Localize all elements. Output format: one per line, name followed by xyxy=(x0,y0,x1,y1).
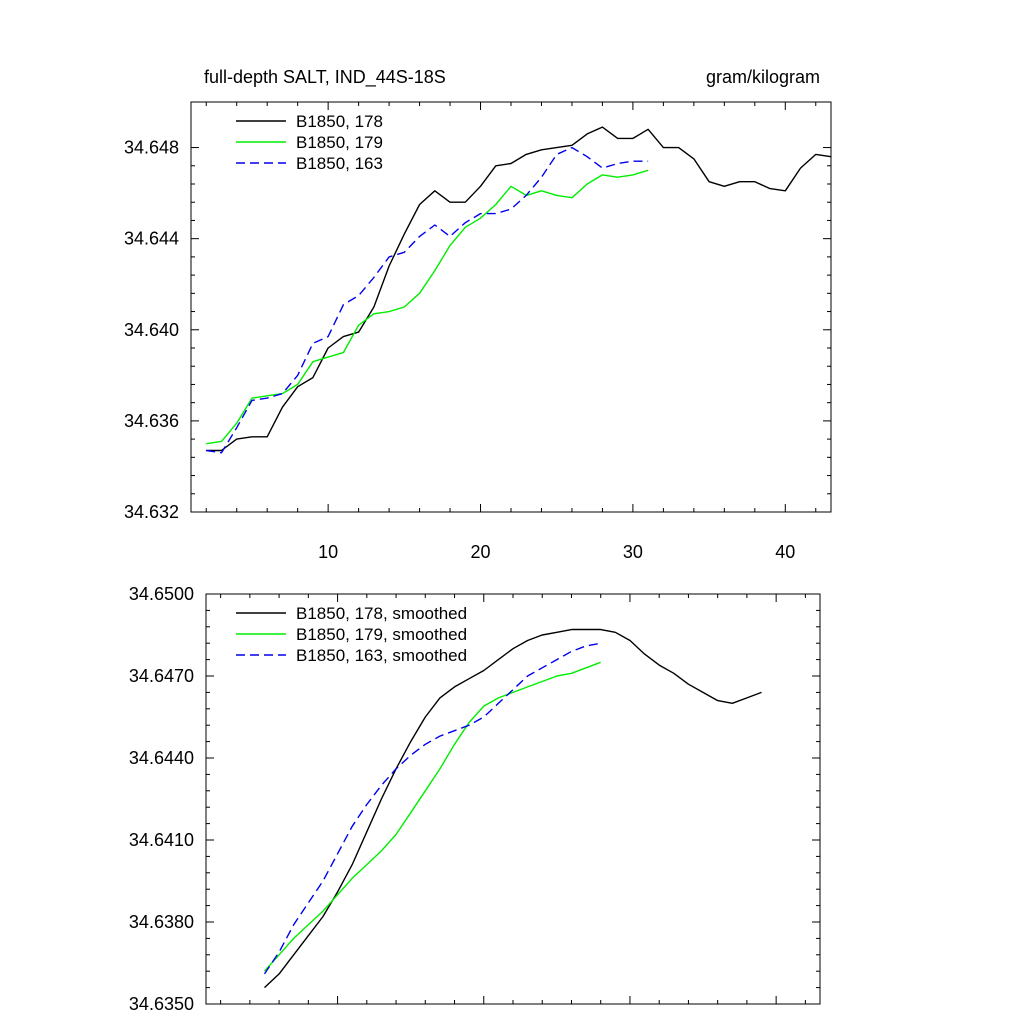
legend-label-163: B1850, 163 xyxy=(296,154,383,173)
bottom-ytick-label: 34.6470 xyxy=(129,666,194,686)
bottom-ytick-label: 34.6350 xyxy=(129,994,194,1014)
legend-label-178-smoothed: B1850, 178, smoothed xyxy=(296,604,467,623)
chart-title-left: full-depth SALT, IND_44S-18S xyxy=(204,67,446,88)
top-xtick-label: 40 xyxy=(775,542,795,562)
bottom-ytick-label: 34.6440 xyxy=(129,748,194,768)
bottom-ytick-label: 34.6410 xyxy=(129,830,194,850)
series-line-b1850-178-smoothed xyxy=(264,628,762,989)
bottom-ytick-label: 34.6500 xyxy=(129,584,194,604)
top-ytick-label: 34.640 xyxy=(124,320,179,340)
top-xtick-label: 30 xyxy=(623,542,643,562)
top-xtick-label: 20 xyxy=(471,542,491,562)
top-ytick-label: 34.636 xyxy=(124,411,179,431)
top-xtick-label: 10 xyxy=(318,542,338,562)
legend-label-163-smoothed: B1850, 163, smoothed xyxy=(296,646,467,665)
legend-label-178: B1850, 178 xyxy=(296,112,383,131)
legend-label-179-smoothed: B1850, 179, smoothed xyxy=(296,625,467,644)
top-legend: B1850, 178 B1850, 179 B1850, 163 xyxy=(236,112,383,173)
bottom-legend: B1850, 178, smoothed B1850, 179, smoothe… xyxy=(236,604,467,665)
top-ytick-label: 34.648 xyxy=(124,138,179,158)
legend-label-179: B1850, 179 xyxy=(296,133,383,152)
top-series-lines xyxy=(206,126,832,454)
series-line-b1850-163-smoothed xyxy=(263,642,601,975)
chart-title-units: gram/kilogram xyxy=(706,67,820,87)
top-ytick-label: 34.632 xyxy=(124,502,179,522)
top-axis-ticks: 34.632 34.636 34.640 34.644 34.648 10 20 30 40 xyxy=(124,102,831,562)
series-line-b1850-178 xyxy=(206,126,832,452)
bottom-axis-ticks: 34.6350 34.6380 34.6410 34.6440 34.6470 34.65… xyxy=(129,584,820,1014)
series-line-b1850-163 xyxy=(206,146,649,454)
top-ytick-label: 34.644 xyxy=(124,229,179,249)
series-line-b1850-179-smoothed xyxy=(263,661,601,972)
series-line-b1850-179 xyxy=(206,169,649,445)
bottom-series-lines xyxy=(263,628,762,989)
bottom-ytick-label: 34.6380 xyxy=(129,912,194,932)
